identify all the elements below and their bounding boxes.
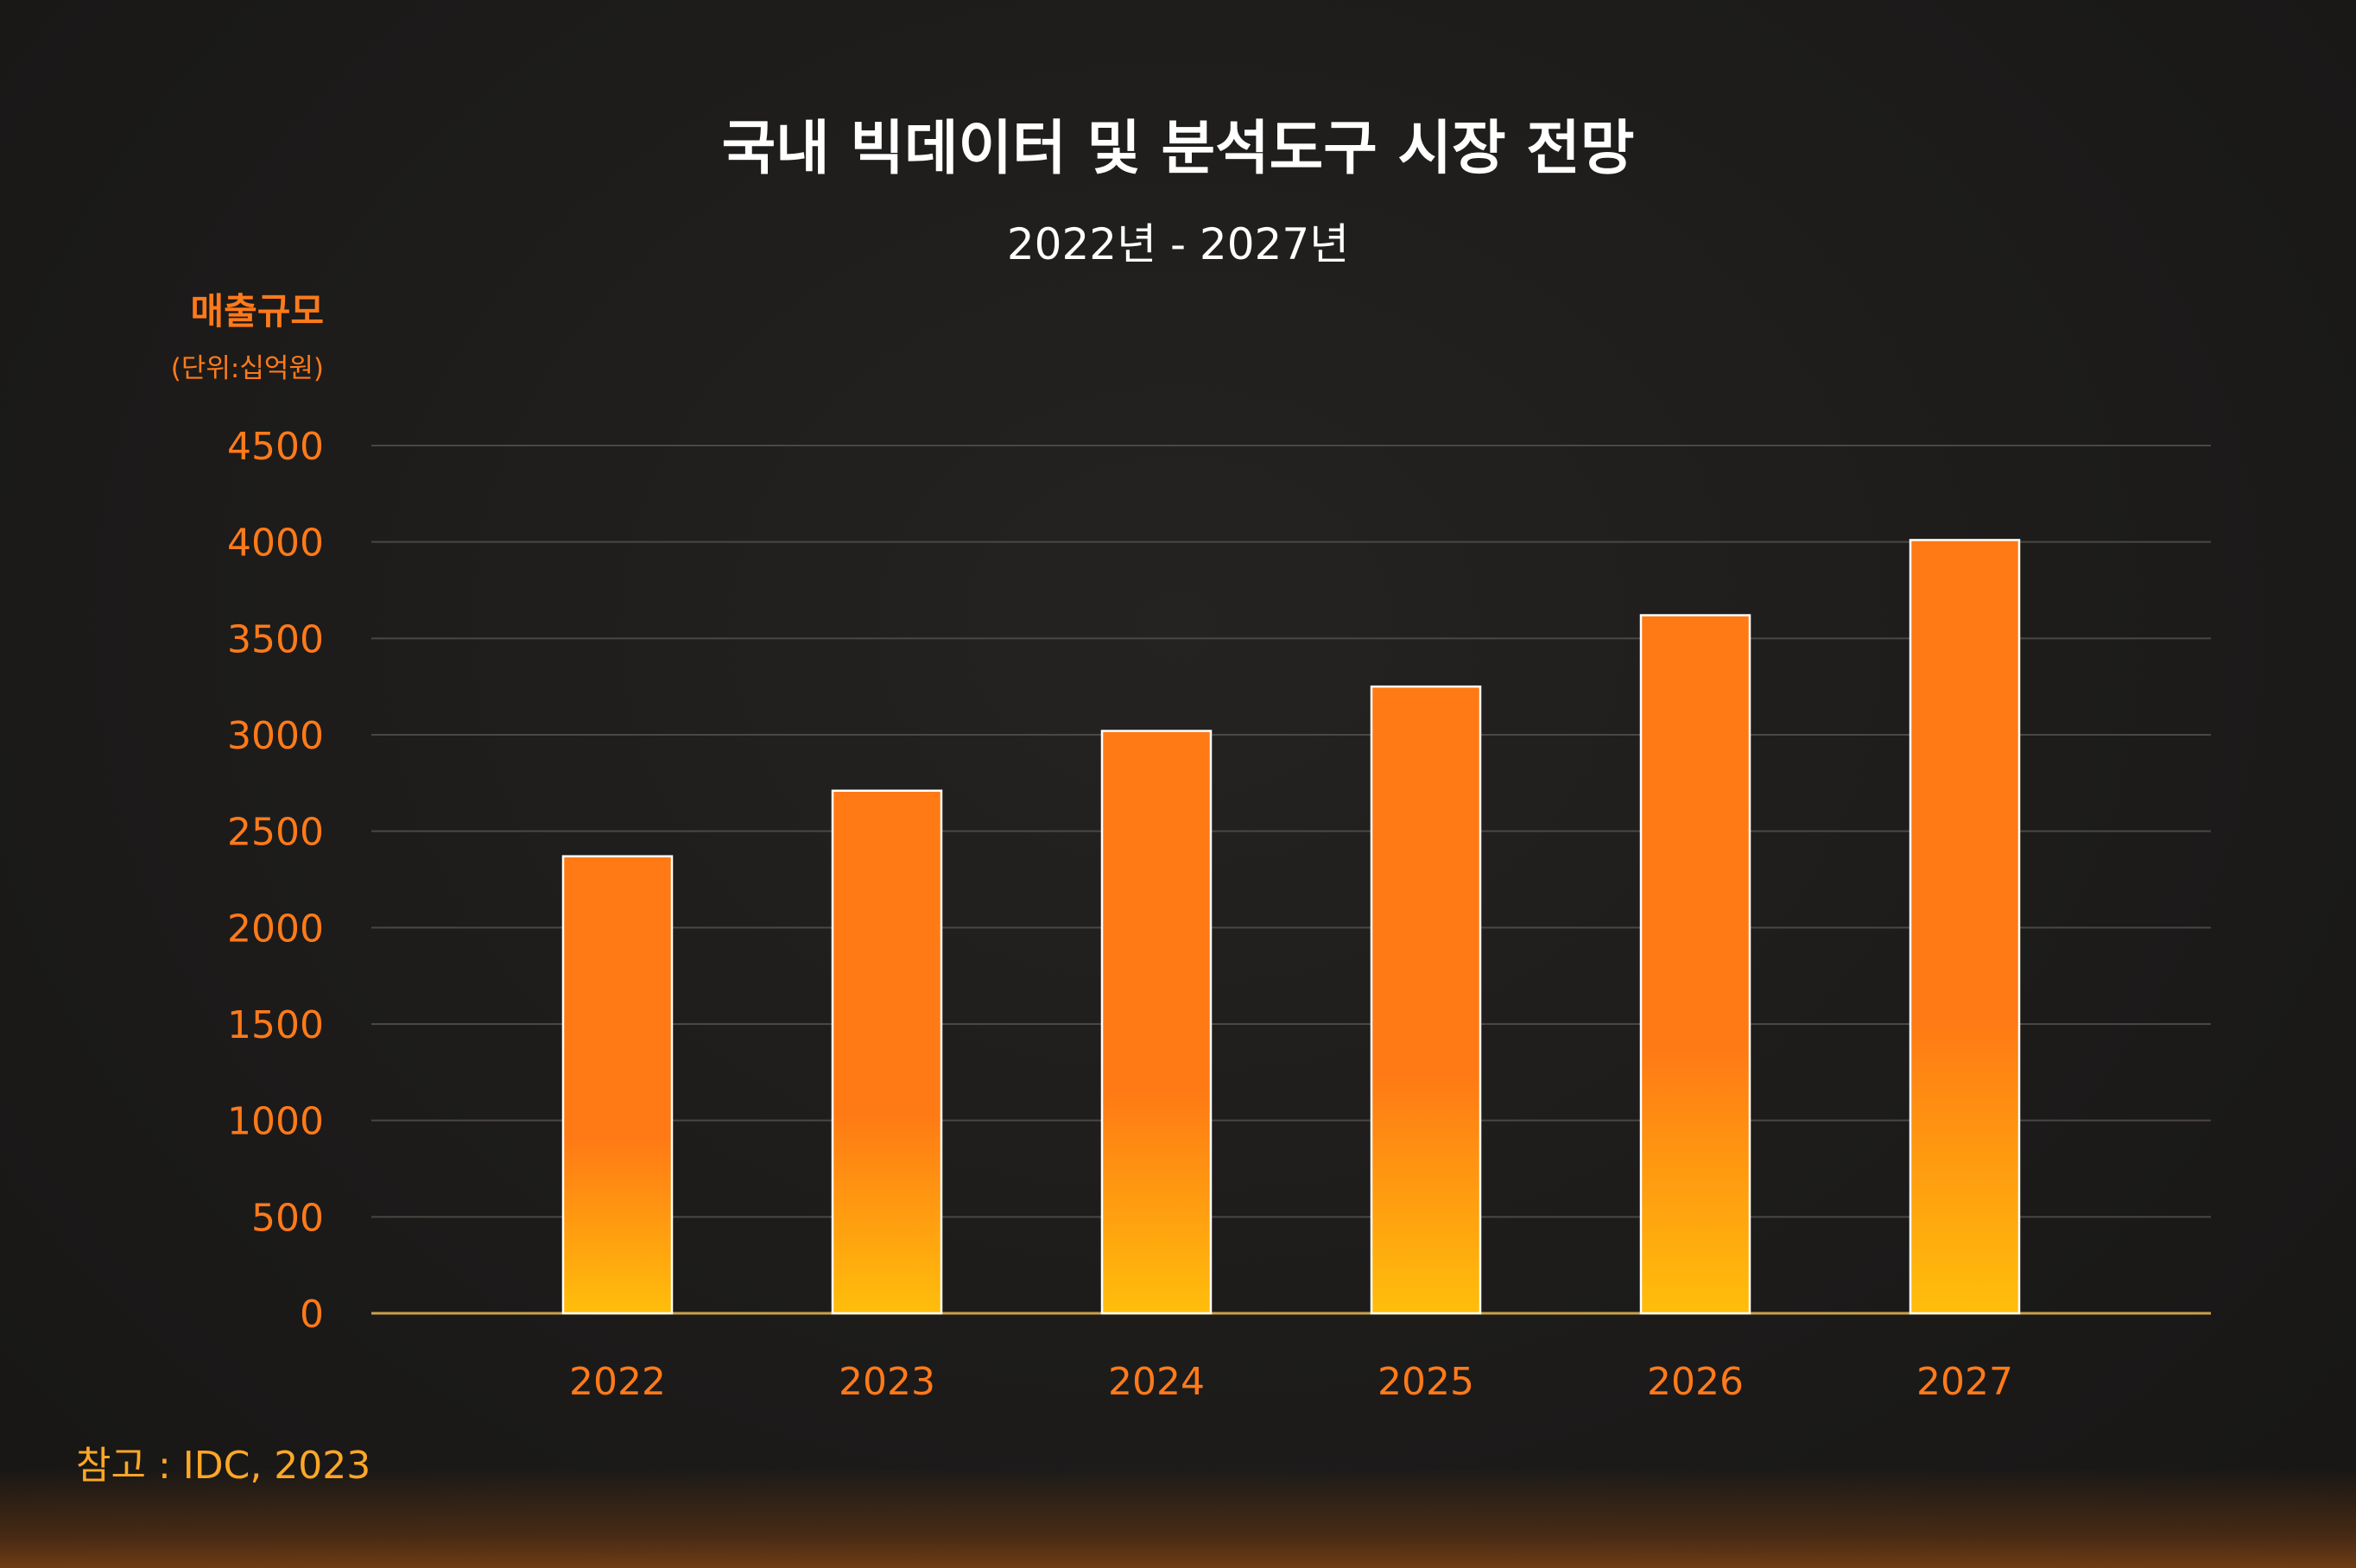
y-axis-unit: (단위:십억원) (171, 353, 324, 384)
y-tick-label: 3000 (227, 714, 324, 758)
gridlines (371, 445, 2211, 1315)
y-tick-label: 1500 (227, 1003, 324, 1047)
bar-2022 (561, 855, 674, 1315)
x-axis-ticks: 2022 2023 2024 2025 2026 2027 (569, 1360, 2013, 1404)
x-tick-label-2025: 2025 (1378, 1360, 1474, 1404)
y-tick-label: 3500 (227, 617, 324, 661)
chart-title: 국내 빅데이터 및 분석도구 시장 전망 (722, 115, 1635, 183)
bar-2026 (1639, 614, 1751, 1315)
y-tick-label: 0 (300, 1293, 324, 1337)
y-axis-label: 매출규모 (190, 290, 324, 332)
x-tick-label-2023: 2023 (839, 1360, 935, 1404)
bar-2024 (1100, 730, 1213, 1315)
y-axis-ticks: 0 500 1000 1500 2000 2500 3000 3500 4000 4500 (227, 425, 324, 1337)
x-tick-label-2026: 2026 (1647, 1360, 1744, 1404)
chart-subtitle: 2022년 - 2027년 (1007, 219, 1349, 269)
y-tick-label: 4000 (227, 522, 324, 566)
bar-2027 (1909, 539, 2021, 1315)
x-tick-label-2027: 2027 (1916, 1360, 2013, 1404)
y-tick-label: 2000 (227, 907, 324, 951)
y-tick-label: 500 (251, 1196, 324, 1240)
y-tick-label: 4500 (227, 425, 324, 469)
bar-2023 (831, 789, 943, 1315)
bar-2025 (1370, 685, 1482, 1315)
source-note: 참고 : IDC, 2023 (76, 1444, 370, 1488)
bars (561, 539, 2021, 1315)
x-tick-label-2022: 2022 (569, 1360, 666, 1404)
y-tick-label: 2500 (227, 811, 324, 855)
y-tick-label: 1000 (227, 1100, 324, 1144)
x-tick-label-2024: 2024 (1108, 1360, 1205, 1404)
